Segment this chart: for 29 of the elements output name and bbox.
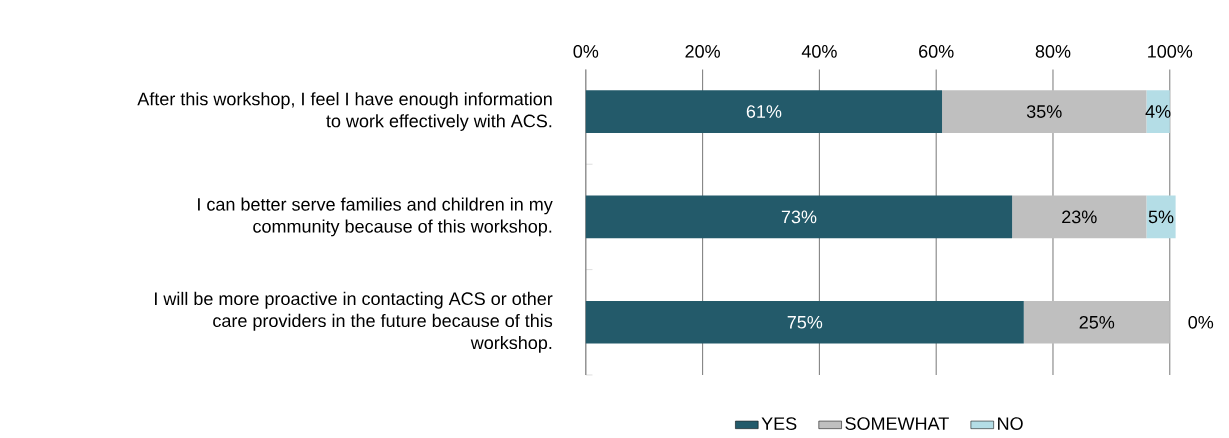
bar xyxy=(942,90,1147,133)
x-tick-label: 20% xyxy=(685,45,720,58)
data-label: 4% xyxy=(1145,105,1171,118)
y-tick-label: I will be more proactive in contacting ACS or other care providers in the future because of this workshop. xyxy=(155,291,553,353)
x-tick-label: 0% xyxy=(573,45,599,58)
x-tick-label: 100% xyxy=(1148,45,1193,58)
data-label: 25% xyxy=(1079,315,1115,329)
data-label: 5% xyxy=(1148,210,1174,224)
bar xyxy=(585,90,943,133)
bar xyxy=(1023,301,1170,344)
x-tick-label: 60% xyxy=(919,45,954,58)
legend-label: NO xyxy=(998,417,1023,431)
x-tick-label: 80% xyxy=(1035,45,1071,58)
legend-label: SOMEWHAT xyxy=(845,417,949,431)
data-label: 0% xyxy=(1188,315,1214,329)
x-tick-label: 40% xyxy=(801,45,837,58)
legend-label: YES xyxy=(761,417,797,431)
y-tick-label: After this workshop, I feel I have enough information to work effectively with ACS. xyxy=(137,92,552,132)
data-label: 23% xyxy=(1062,210,1097,224)
data-label: 61% xyxy=(746,105,782,118)
data-label: 35% xyxy=(1026,105,1062,118)
bar xyxy=(585,195,1013,239)
bar xyxy=(1146,195,1176,239)
bar xyxy=(1012,195,1147,239)
bar xyxy=(1146,90,1170,133)
data-label: 73% xyxy=(781,210,817,224)
bar xyxy=(585,301,1024,344)
data-label: 75% xyxy=(787,316,823,329)
y-tick-label: I can better serve families and children in my community because of this workshop. xyxy=(198,197,553,237)
